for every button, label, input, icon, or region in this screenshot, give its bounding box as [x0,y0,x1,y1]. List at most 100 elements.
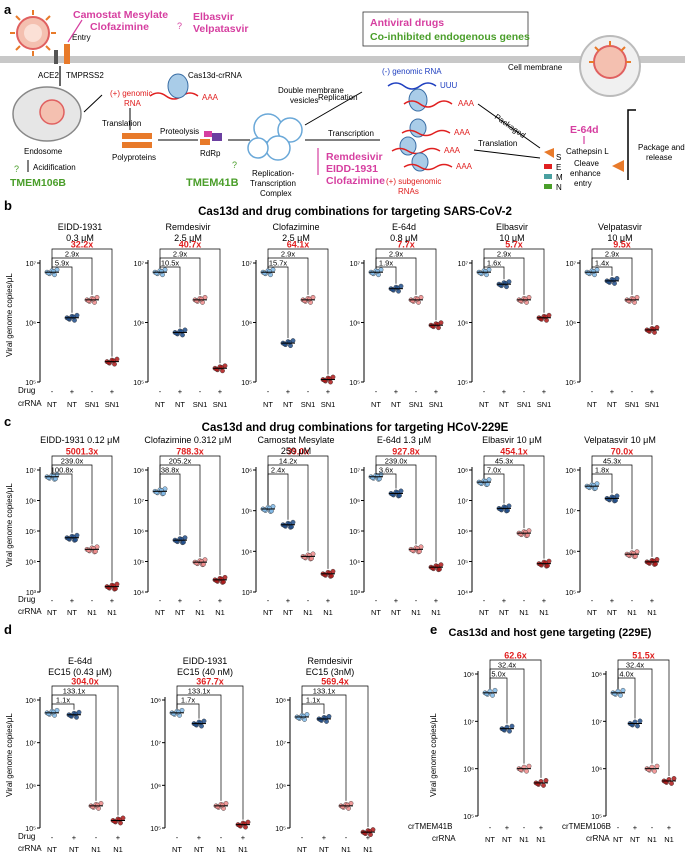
row-a-value: - [483,596,486,605]
data-point [106,585,111,590]
virus-outside-icon [10,10,56,56]
y-tick-label: 10⁶ [133,529,144,536]
budding-virus-icon [579,35,641,97]
neg-rna-uuu: UUU [440,81,458,90]
row-a-value: + [394,387,399,396]
y-tick-label: 10⁵ [241,380,252,387]
row-b-value: N1 [627,608,637,617]
row-b-value: SN1 [625,400,640,409]
data-point [154,270,159,276]
data-point [646,560,651,566]
fold-change-label: 100.8x [51,466,74,475]
row-b-value: SN1 [409,400,424,409]
clofazimine-top-label: Clofazimine [90,21,149,33]
panel-d-crrna-label: crRNA [18,844,42,853]
data-point [478,270,483,276]
fold-change-label: 2.9x [389,250,403,259]
row-a-value: - [523,387,526,396]
fold-change-total: 9.5x [613,240,631,250]
panel-d: d Viral genome copies/μL Drug crRNA 10⁸1… [4,622,376,854]
y-tick-label: 10⁶ [241,468,252,475]
fold-bracket [51,685,119,816]
endosome-icon [12,86,82,142]
legend-antiviral: Antiviral drugs [370,17,444,29]
panel-c-plots: 10⁷10⁶10⁵10⁴10³-NT+NT-N1+N15001.3x239.0x… [25,435,660,617]
camostat-inhibit-line [67,19,83,43]
row-a-value: + [610,387,615,396]
plot-title-line2: EC15 (40 nM) [177,667,233,677]
data-point [375,269,380,274]
panel-b-plots: 10⁷10⁶10⁵-NT+NT-SN1+SN132.2x2.9x5.9xEIDD… [25,222,660,409]
data-point [503,281,508,286]
fold-bracket [375,266,397,284]
data-point [646,767,651,772]
fold-bracket [267,248,329,375]
y-tick-label: 10⁷ [276,741,287,748]
row-a-value: - [631,596,634,605]
fold-change-total: 51.5x [632,651,655,661]
row-b-value: NT [172,845,182,854]
row-b-value: NT [607,400,617,409]
row-a-value: + [286,387,291,396]
y-tick-label: 10⁷ [458,499,469,506]
rdrp-label: RdRp [200,149,221,158]
fold-bracket [301,703,325,714]
data-point [106,360,111,365]
fold-change-total: 39.0x [287,447,310,457]
row-a-value: - [199,596,202,605]
fold-change-label: 38.8x [161,466,180,475]
data-point [323,715,328,721]
row-b-value: N1 [536,835,546,844]
fold-change-label: 15.7x [269,259,288,268]
row-a-value: + [326,596,331,605]
genomic-rna-strand [149,92,199,100]
packaged-arrow [477,103,541,149]
data-point [484,691,489,697]
y-tick-label: 10⁸ [133,468,144,475]
e-protein-label: E [556,163,561,172]
row-b-value: NT [613,835,623,844]
y-tick-label: 10⁷ [566,509,577,516]
plot-title-line1: EIDD-1931 [183,656,228,666]
row-a-value: - [415,596,418,605]
row-b-value: SN1 [85,400,100,409]
fold-change-label: 1.1x [56,696,70,705]
data-point [620,687,626,693]
row-b-value: NT [67,608,77,617]
panel-c-ylabel: Viral genome copies/μL [5,483,14,567]
data-point [646,328,651,334]
data-point [71,314,76,320]
row-a-value: + [667,823,672,832]
fold-bracket [375,455,437,563]
data-point [117,817,122,823]
row-b-value: NT [319,845,329,854]
row-a-value: - [415,387,418,396]
row-b-value: NT [175,400,185,409]
y-tick-label: 10⁶ [349,499,360,506]
translation-label-2: Translation [478,139,517,148]
cleave-label-3: entry [574,179,592,188]
plot-title-line1: Clofazimine [272,222,319,232]
plot-12: 10⁸ 10⁷ 10⁶ 10⁵ - NT + NT - N1 + N1 304.0x133.1x1.1x… [25,656,126,854]
row-b-value: NT [479,400,489,409]
panel-e-gene-label-2: crTMEM106B [562,822,611,831]
row-b-value: SN1 [429,400,444,409]
y-tick-label: 10⁵ [565,590,576,597]
row-b-value: NT [283,400,293,409]
plot-title-line2: EC15 (3nM) [306,667,355,677]
row-a-value: + [502,596,507,605]
y-tick-label: 10⁵ [349,529,360,536]
fold-change-label: 45.3x [603,457,622,466]
fold-change-label: 133.1x [313,687,336,696]
data-point [591,269,596,274]
remdesivir-label: Remdesivir [326,151,383,163]
fold-change-label: 2.9x [281,250,295,259]
y-tick-label: 10³ [242,590,253,597]
row-a-value: + [633,823,638,832]
data-point [370,270,375,276]
fold-change-label: 1.8x [595,466,609,475]
y-tick-label: 10⁷ [134,261,145,268]
data-point [296,715,301,721]
